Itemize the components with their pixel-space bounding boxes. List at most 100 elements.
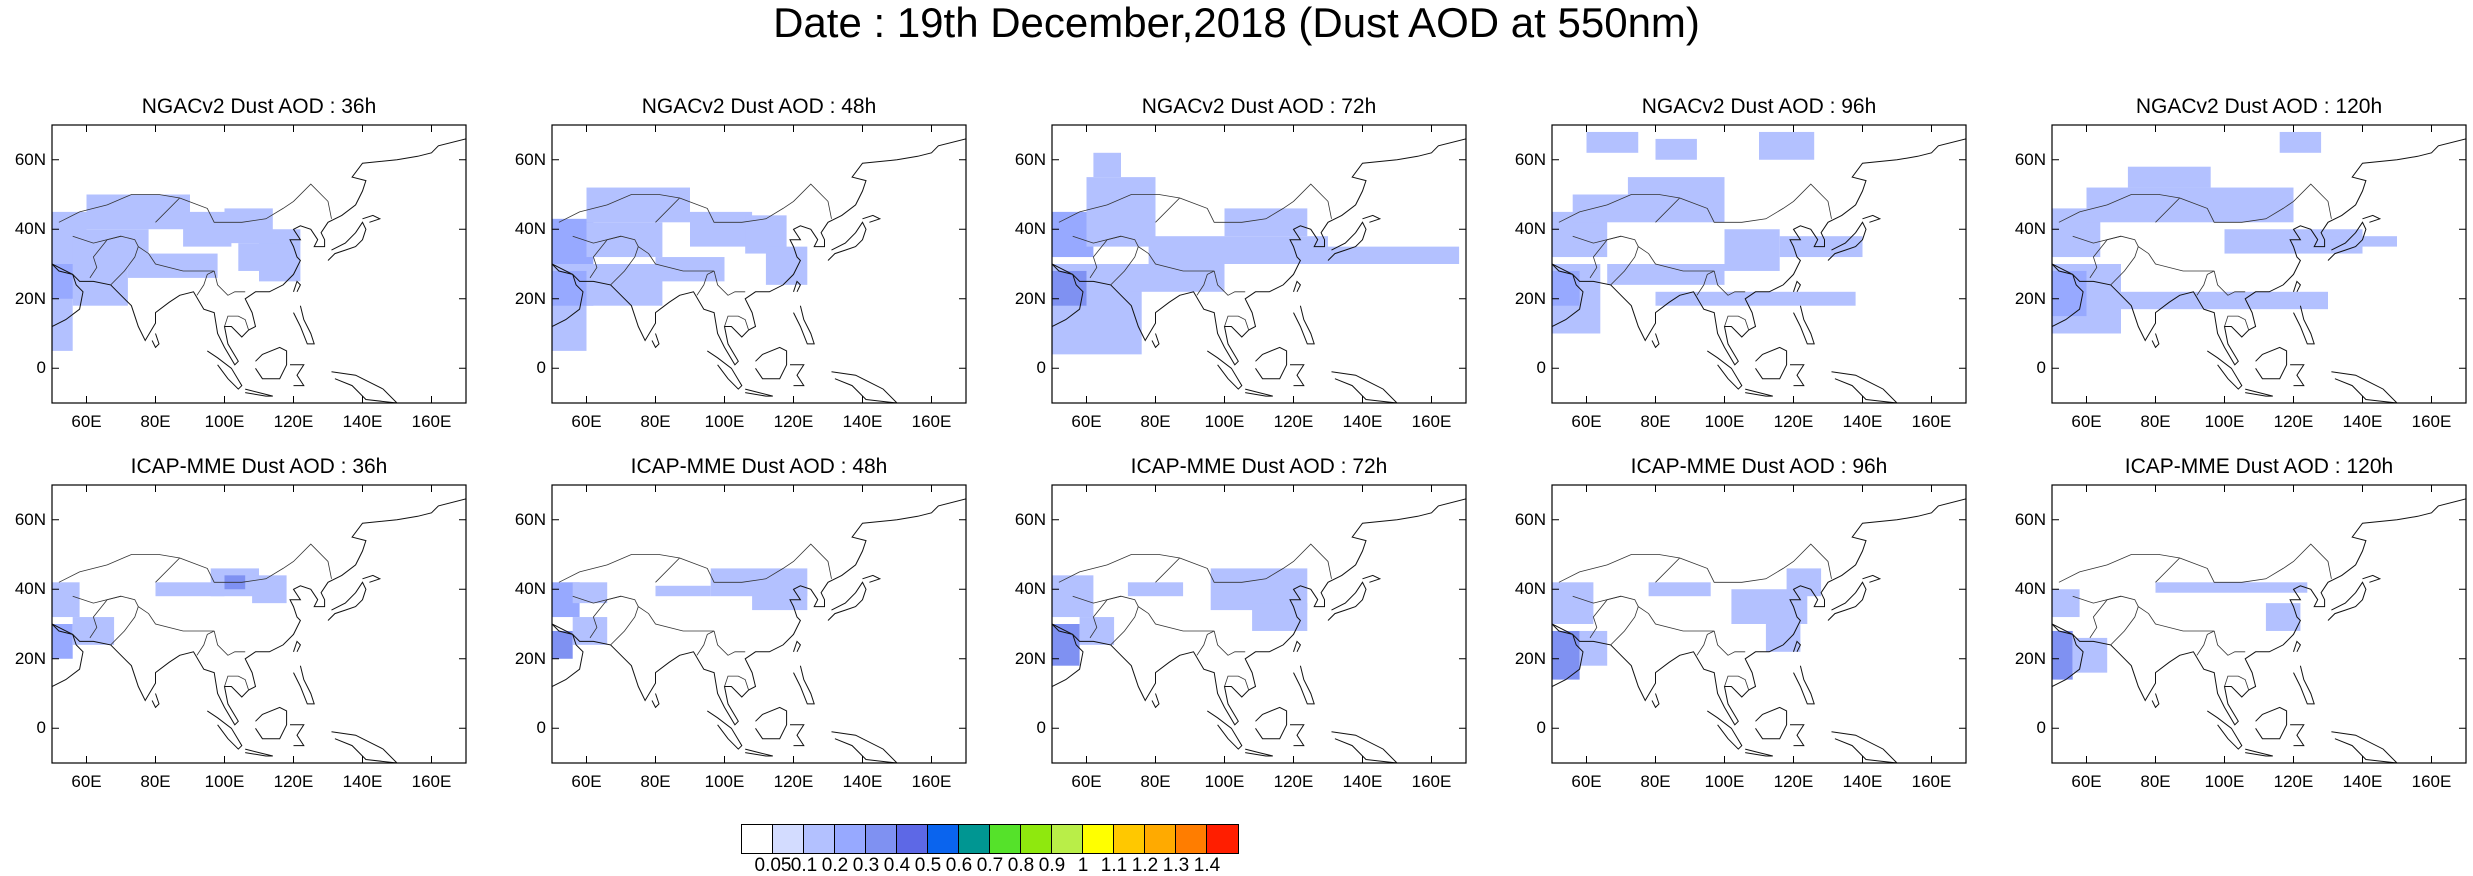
- dust-aod-cell: [72, 264, 128, 306]
- dust-aod-cell: [1759, 131, 1815, 160]
- coastline: [1755, 706, 1788, 740]
- dust-aod-cell: [1607, 264, 1725, 285]
- dust-aod-cell: [2072, 637, 2108, 673]
- country-border: [89, 235, 122, 279]
- dust-aod-cell: [2052, 270, 2087, 317]
- country-border: [155, 183, 332, 223]
- lon-tick-label: 140E: [842, 772, 883, 791]
- dust-aod-cell: [1052, 624, 1080, 666]
- coastline: [1290, 724, 1305, 747]
- country-border: [1196, 270, 1215, 296]
- lat-tick-label: 0: [536, 718, 546, 738]
- lon-tick-label: 160E: [1411, 412, 1452, 431]
- coastline: [362, 214, 382, 223]
- coastline: [2245, 748, 2273, 757]
- dust-aod-cell: [1328, 246, 1460, 264]
- country-border: [2058, 554, 2180, 583]
- country-border: [1610, 246, 1639, 286]
- coastline: [1651, 333, 1660, 349]
- country-border: [1713, 270, 1746, 296]
- map-panel-10: [2052, 485, 2466, 763]
- lat-tick-label: 20N: [514, 288, 546, 308]
- colorbar-tick-label: 0.05: [754, 855, 792, 876]
- lon-tick-label: 160E: [1911, 412, 1952, 431]
- coastline: [151, 693, 160, 709]
- map-panel-6: [52, 485, 466, 763]
- coastline: [1293, 665, 1315, 705]
- lon-tick-label: 60E: [1071, 772, 1102, 791]
- country-border: [58, 194, 180, 223]
- colorbar-tick-label: 0.9: [1038, 855, 1066, 876]
- colorbar-tick-label: 1.3: [1162, 855, 1190, 876]
- country-border: [610, 246, 639, 286]
- dust-aod-cell: [155, 582, 225, 597]
- coastline: [207, 710, 243, 750]
- coastline: [827, 581, 867, 621]
- dust-aod-cell: [690, 211, 753, 247]
- lon-tick-label: 120E: [1273, 772, 1314, 791]
- coastline: [1293, 305, 1315, 345]
- country-border: [1110, 246, 1139, 286]
- coastline: [2151, 693, 2160, 709]
- map-background: [552, 485, 966, 763]
- colorbar-tick-label: 0.2: [821, 855, 849, 876]
- dust-aod-cell: [1252, 603, 1308, 631]
- lon-tick-label: 100E: [1704, 412, 1745, 431]
- lat-tick-label: 20N: [1014, 288, 1046, 308]
- coastline: [1245, 388, 1273, 397]
- coastline: [651, 333, 660, 349]
- coastline: [151, 333, 160, 349]
- lon-tick-label: 60E: [1071, 412, 1102, 431]
- dust-aod-cell: [1148, 236, 1328, 264]
- map-frame: [1551, 124, 1967, 404]
- coastline: [1362, 574, 1382, 583]
- coastline: [1707, 350, 1743, 390]
- country-border: [1589, 595, 1622, 639]
- coastline: [1790, 724, 1805, 747]
- dust-aod-cell: [2052, 589, 2080, 618]
- lon-tick-label: 120E: [1773, 412, 1814, 431]
- coastline: [1052, 263, 1084, 327]
- dust-aod-cell: [1552, 270, 1580, 306]
- panel-title: NGACv2 Dust AOD : 96h: [1641, 95, 1877, 118]
- lon-tick-label: 100E: [1204, 412, 1245, 431]
- country-border: [1224, 315, 1250, 331]
- coastline: [745, 388, 773, 397]
- lon-tick-label: 100E: [1204, 772, 1245, 791]
- lon-tick-label: 140E: [2342, 772, 2383, 791]
- dust-aod-cell: [52, 582, 80, 618]
- dust-aod-cell: [72, 617, 115, 645]
- colorbar-swatch: [1176, 825, 1207, 853]
- colorbar-tick-label: 1.2: [1131, 855, 1159, 876]
- coastline: [2245, 388, 2273, 397]
- coastline: [1255, 346, 1288, 380]
- map-frame: [51, 124, 467, 404]
- dust-aod-cell: [2086, 187, 2294, 223]
- coastline: [1327, 221, 1367, 261]
- coastline: [290, 724, 305, 747]
- lon-tick-label: 60E: [2071, 412, 2102, 431]
- coastline: [1745, 748, 1773, 757]
- coastline: [255, 346, 288, 380]
- dust-aod-cell: [1052, 270, 1087, 306]
- dust-aod-cell: [2328, 236, 2397, 247]
- dust-aod-cell: [1127, 582, 1184, 597]
- dust-aod-cell: [1786, 568, 1822, 597]
- lon-tick-label: 140E: [2342, 412, 2383, 431]
- dust-aod-cell: [1572, 194, 1725, 223]
- dust-aod-cell: [586, 222, 663, 258]
- coastline: [331, 731, 398, 763]
- lat-tick-label: 0: [1036, 358, 1046, 378]
- lat-tick-label: 60N: [14, 509, 46, 529]
- coastline: [755, 706, 788, 740]
- country-border: [655, 183, 832, 223]
- coastline: [1052, 623, 1084, 687]
- map-panel-4: [1552, 125, 1966, 403]
- map-panel-1: [52, 125, 466, 403]
- colorbar-tick-label: 0.1: [790, 855, 818, 876]
- country-border: [2196, 630, 2215, 656]
- coastline: [2327, 221, 2367, 261]
- colorbar-swatch: [928, 825, 959, 853]
- coastline: [52, 498, 466, 726]
- lon-tick-label: 80E: [1640, 772, 1671, 791]
